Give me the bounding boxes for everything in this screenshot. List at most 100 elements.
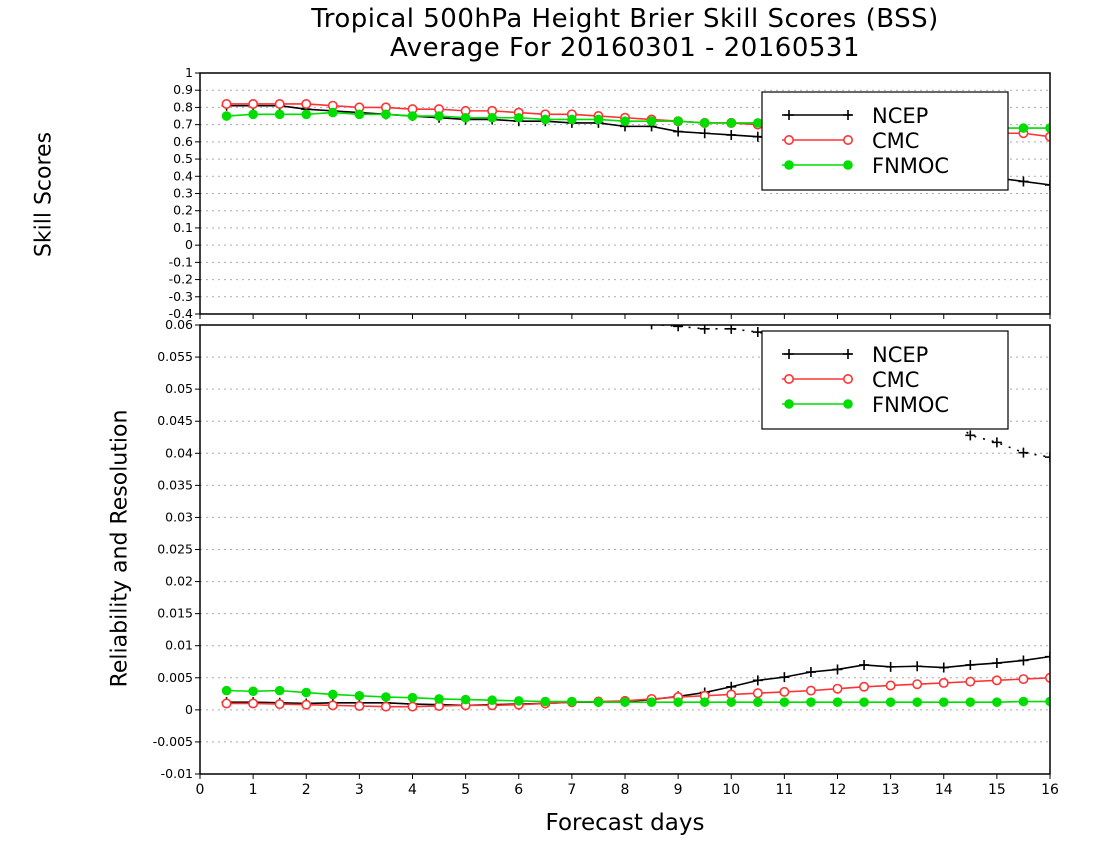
top-y-tick-label: 0.9 <box>173 82 193 97</box>
x-tick-label: 10 <box>722 782 740 798</box>
top-y-tick-label: -0.1 <box>169 254 193 269</box>
bottom-legend-cmc-marker <box>783 373 794 384</box>
top-plot-frame <box>199 72 1051 315</box>
x-tick-label: 12 <box>829 782 847 798</box>
top-fnmoc-point <box>620 116 630 126</box>
bottom-ncep-point <box>620 301 630 311</box>
top-cmc-point <box>301 98 312 109</box>
top-y-tick-label: 0.2 <box>173 203 193 218</box>
bottom-ncep-point <box>381 301 391 311</box>
bottom-cmc-point <box>752 688 763 699</box>
bottom-ncep-point <box>779 672 790 683</box>
bottom-fnmoc-point <box>381 692 391 702</box>
bottom-ncep-point <box>593 301 603 311</box>
x-tick-label: 13 <box>882 782 900 798</box>
bottom-cmc-point <box>859 681 870 692</box>
bottom-series-ncep-line <box>226 655 1050 707</box>
bottom-y-tick-label: -0.01 <box>161 766 193 781</box>
bottom-y-tick-label: 0.01 <box>165 638 193 653</box>
bottom-y-axis-label: Reliability and Resolution <box>107 409 133 688</box>
top-y-tick-label: 0.1 <box>173 220 193 235</box>
bottom-cmc-point <box>274 699 285 710</box>
top-y-tick-label: 0 <box>185 237 193 252</box>
x-axis-label: Forecast days <box>545 810 705 836</box>
top-fnmoc-point <box>753 118 763 128</box>
chart-title: Tropical 500hPa Height Brier Skill Score… <box>311 4 939 34</box>
top-fnmoc-point <box>1018 123 1029 133</box>
x-tick-label: 11 <box>775 782 793 798</box>
top-legend-cmc-marker <box>783 135 794 146</box>
bottom-fnmoc-point <box>938 697 949 707</box>
bottom-y-tick-label: -0.005 <box>153 734 193 749</box>
top-fnmoc-point <box>221 111 232 121</box>
bottom-cmc-point <box>885 680 896 691</box>
bottom-ncep-point <box>540 301 550 311</box>
bottom-legend-fnmoc-label: FNMOC <box>872 393 949 417</box>
x-tick-label: 4 <box>408 782 417 798</box>
top-y-tick-label: 0.4 <box>173 168 193 183</box>
bottom-cmc-point <box>248 698 259 709</box>
bottom-legend-cmc-label: CMC <box>872 368 919 392</box>
bottom-y-tick-label: 0.025 <box>157 542 193 557</box>
bottom-fnmoc-point <box>274 685 285 696</box>
top-fnmoc-point <box>460 112 471 123</box>
top-fnmoc-point <box>673 116 683 126</box>
bottom-cmc-point <box>779 686 790 697</box>
bottom-y-tick-label: 0.045 <box>157 413 193 428</box>
bottom-fnmoc-point <box>301 687 312 698</box>
bottom-fnmoc-point <box>540 696 551 707</box>
top-ncep-point <box>752 131 763 142</box>
x-tick-label: 6 <box>514 782 523 798</box>
x-tick-label: 16 <box>1041 782 1059 798</box>
bottom-fnmoc-point <box>806 697 816 707</box>
x-tick-label: 9 <box>674 782 683 798</box>
bottom-y-tick-label: 0.05 <box>165 381 193 396</box>
bottom-ncep-point <box>222 301 232 311</box>
top-legend-fnmoc-marker <box>843 160 853 170</box>
top-ncep-point <box>1018 176 1029 187</box>
bottom-ncep-point <box>275 301 285 311</box>
bottom-ncep-point <box>673 325 684 332</box>
x-tick-label: 15 <box>988 782 1006 798</box>
bottom-ncep-point <box>487 301 497 311</box>
top-cmc-point <box>274 98 285 109</box>
bottom-cmc-point <box>1018 674 1029 685</box>
top-ncep-point <box>673 126 684 137</box>
x-tick-label: 7 <box>567 782 576 798</box>
top-fnmoc-point <box>301 109 312 120</box>
bottom-plot-frame <box>199 324 1051 775</box>
bottom-fnmoc-point <box>673 697 683 707</box>
bottom-fnmoc-point <box>699 697 710 707</box>
top-legend-fnmoc-marker <box>784 160 794 170</box>
bottom-fnmoc-point <box>832 697 843 707</box>
top-fnmoc-point <box>567 114 577 125</box>
bottom-fnmoc-point <box>753 697 763 707</box>
bottom-fnmoc-point <box>726 697 737 707</box>
bottom-fnmoc-point <box>221 685 232 696</box>
bottom-legend-ncep-label: NCEP <box>872 343 928 367</box>
bottom-fnmoc-point <box>965 697 976 707</box>
bottom-ncep-point <box>752 327 763 338</box>
top-ncep-point <box>699 128 710 139</box>
bottom-y-tick-label: 0.06 <box>165 317 193 332</box>
bottom-fnmoc-point <box>912 697 922 707</box>
bottom-cmc-point <box>1045 672 1050 683</box>
x-tick-label: 14 <box>935 782 953 798</box>
bottom-ncep-point <box>832 664 843 675</box>
bottom-legend-ncep-marker <box>784 349 794 359</box>
bottom-ncep-point <box>301 301 311 311</box>
top-y-tick-label: -0.3 <box>169 289 193 304</box>
bottom-legend-cmc-marker <box>842 373 853 384</box>
bottom-ncep-point <box>965 659 976 670</box>
x-tick-label: 1 <box>249 782 258 798</box>
bottom-ncep-point <box>567 301 577 311</box>
top-ncep-point <box>726 129 737 140</box>
bottom-y-tick-label: 0.015 <box>157 606 193 621</box>
bottom-ncep-point <box>752 675 763 686</box>
bottom-fnmoc-point <box>567 696 577 707</box>
bottom-fnmoc-point <box>248 686 258 697</box>
top-cmc-point <box>248 98 259 109</box>
bottom-fnmoc-point <box>354 690 365 701</box>
bottom-ncep-point <box>991 658 1002 669</box>
top-fnmoc-point <box>726 118 737 128</box>
